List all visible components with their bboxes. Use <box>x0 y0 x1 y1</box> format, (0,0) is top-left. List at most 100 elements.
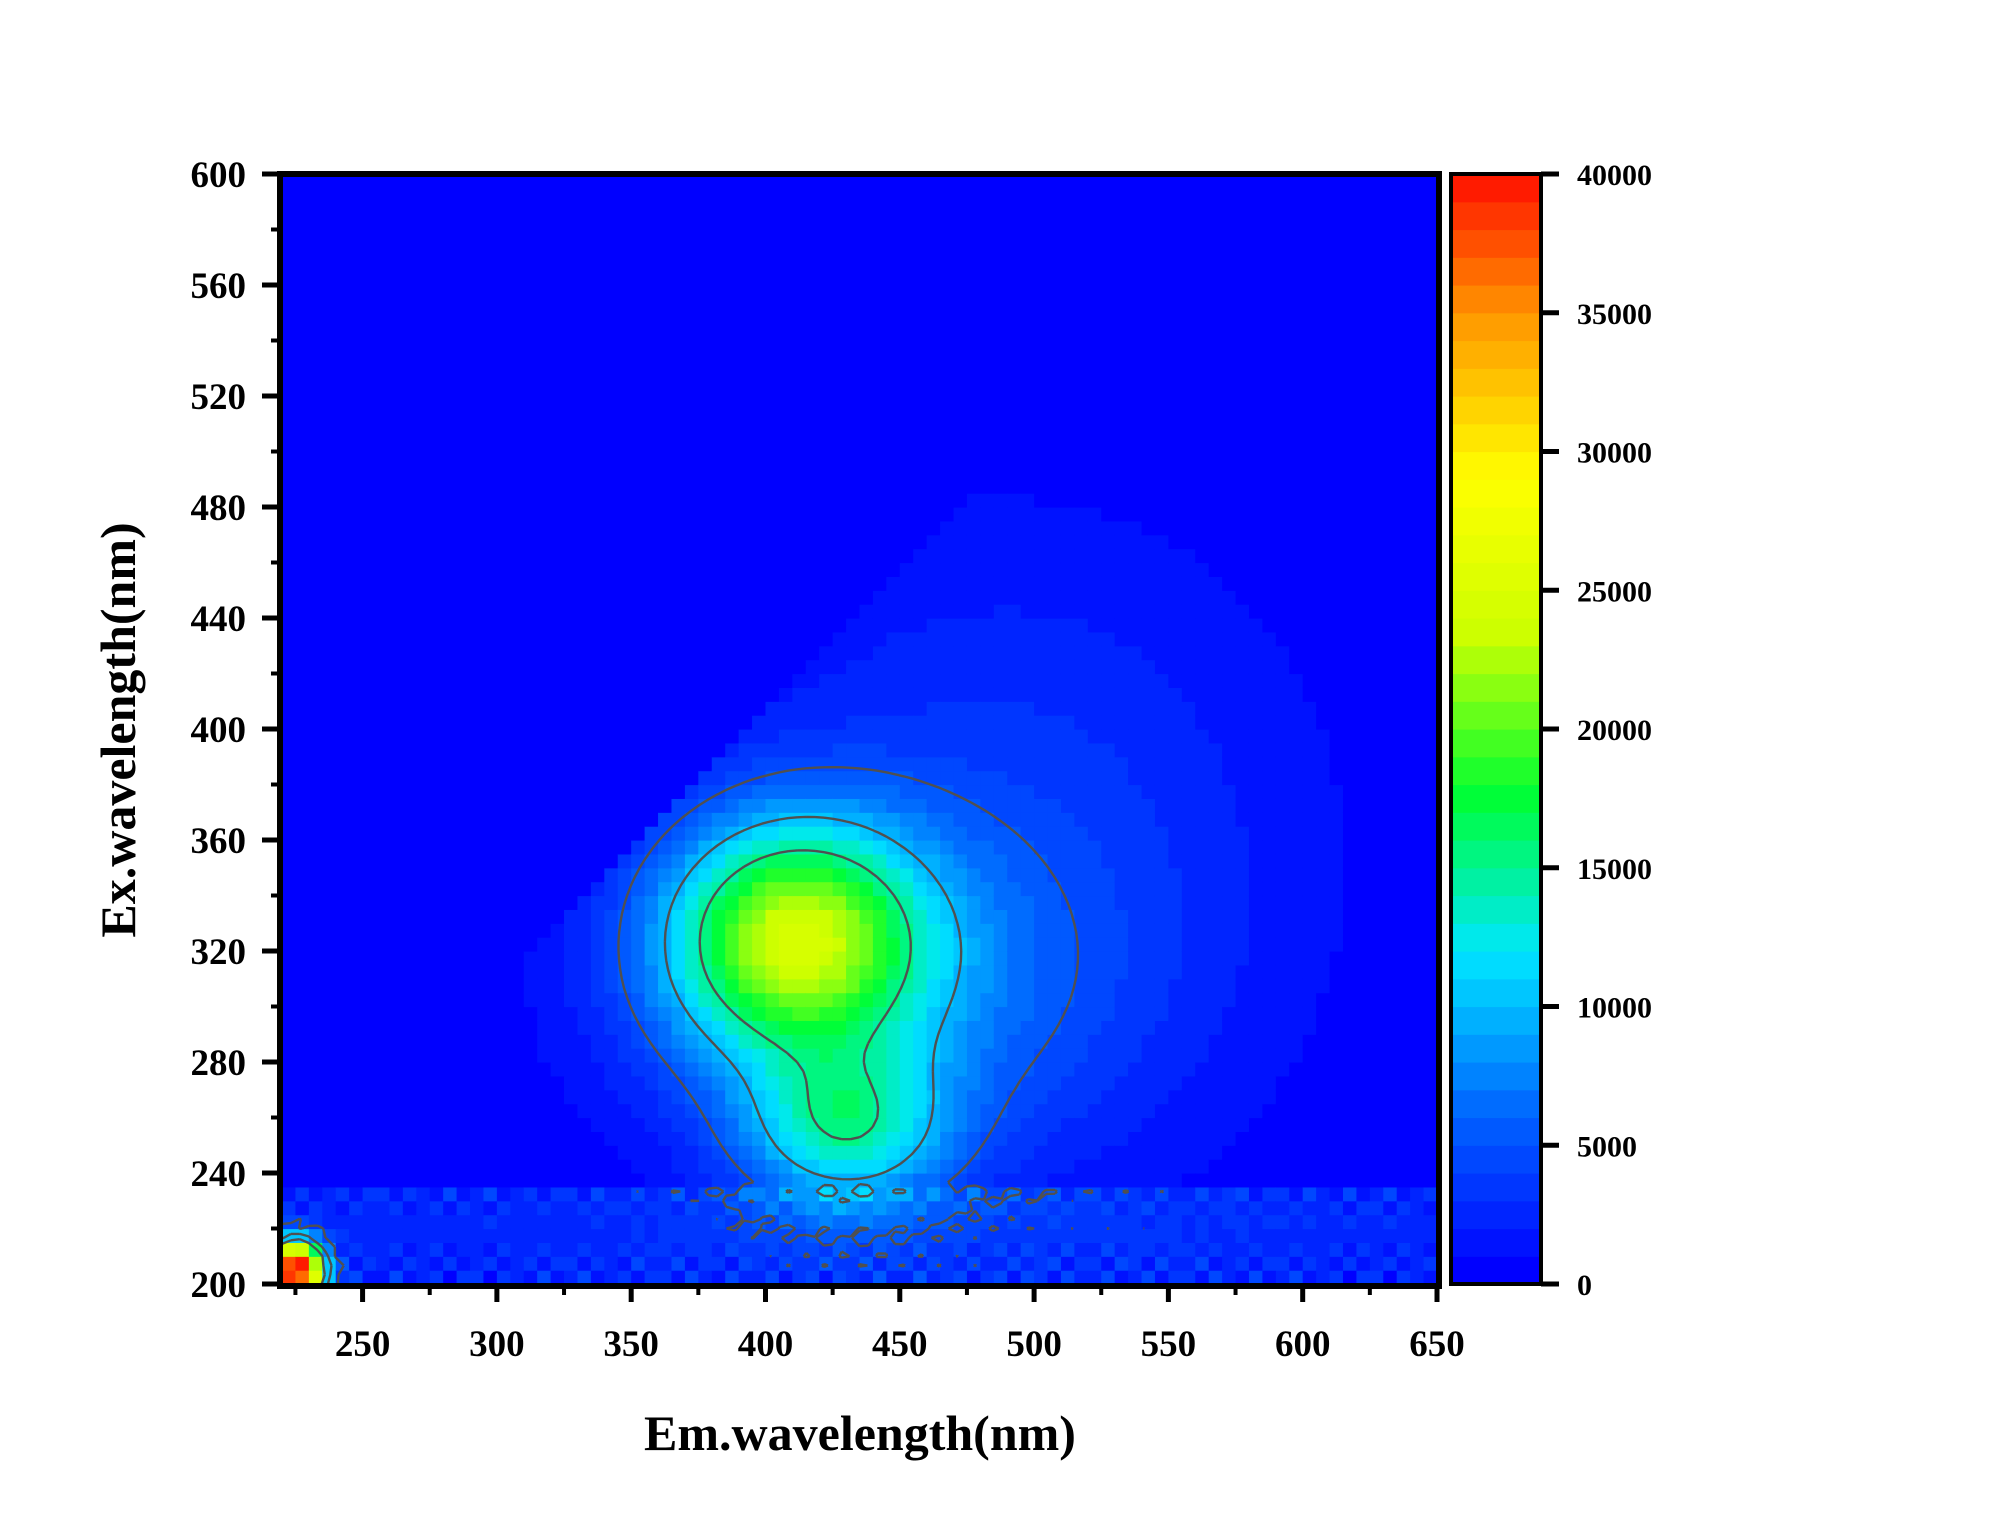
heatmap-cell <box>738 590 753 605</box>
heatmap-cell <box>402 951 417 966</box>
heatmap-cell <box>496 812 511 827</box>
heatmap-cell <box>859 1006 874 1021</box>
heatmap-cell <box>966 451 981 466</box>
heatmap-cell <box>577 298 592 314</box>
heatmap-cell <box>671 1117 686 1132</box>
heatmap-cell <box>590 1089 605 1105</box>
heatmap-cell <box>913 1020 928 1035</box>
heatmap-cell <box>322 1131 337 1146</box>
heatmap-cell <box>550 326 565 342</box>
heatmap-cell <box>953 798 968 813</box>
heatmap-cell <box>537 964 552 980</box>
heatmap-cell <box>940 312 955 328</box>
heatmap-cell <box>658 271 673 286</box>
heatmap-cell <box>362 729 377 744</box>
heatmap-cell <box>993 271 1008 286</box>
heatmap-cell <box>362 1242 377 1257</box>
heatmap-cell <box>966 1075 981 1091</box>
heatmap-cell <box>1074 1214 1089 1230</box>
heatmap-cell <box>765 1020 780 1035</box>
heatmap-cell <box>402 1145 417 1160</box>
heatmap-cell <box>470 548 485 564</box>
heatmap-cell <box>698 659 713 675</box>
heatmap-cell <box>590 951 605 966</box>
heatmap-cell <box>389 1075 404 1091</box>
heatmap-cell <box>1020 590 1035 605</box>
heatmap-cell <box>362 715 377 730</box>
heatmap-cell <box>496 534 511 550</box>
heatmap-cell <box>1087 1020 1102 1035</box>
heatmap-cell <box>362 1131 377 1146</box>
heatmap-cell <box>496 909 511 924</box>
heatmap-cell <box>376 1214 391 1230</box>
heatmap-cell <box>711 853 726 869</box>
heatmap-cell <box>443 562 458 577</box>
heatmap-cell <box>308 1117 323 1132</box>
heatmap-cell <box>322 437 337 453</box>
heatmap-cell <box>631 756 646 772</box>
heatmap-cell <box>496 382 511 397</box>
heatmap-cell <box>752 992 767 1008</box>
heatmap-cell <box>1034 1242 1049 1257</box>
heatmap-cell <box>940 1270 955 1284</box>
heatmap-cell <box>537 423 552 439</box>
heatmap-cell <box>872 1173 887 1188</box>
heatmap-cell <box>523 812 538 827</box>
heatmap-cell <box>631 826 646 841</box>
heatmap-cell <box>376 923 391 938</box>
heatmap-cell <box>872 770 887 786</box>
heatmap-cell <box>819 756 834 772</box>
heatmap-cell <box>577 1020 592 1035</box>
heatmap-cell <box>1047 1159 1062 1174</box>
heatmap-cell <box>1047 840 1062 855</box>
heatmap-cell <box>282 396 297 411</box>
heatmap-cell <box>966 715 981 730</box>
heatmap-cell <box>1034 271 1049 286</box>
heatmap-cell <box>698 340 713 355</box>
heatmap-cell <box>738 756 753 772</box>
heatmap-cell <box>617 590 632 605</box>
heatmap-cell <box>711 257 726 272</box>
heatmap-cell <box>1034 881 1049 897</box>
heatmap-cell <box>510 1006 525 1021</box>
heatmap-cell <box>564 1145 579 1160</box>
heatmap-cell <box>953 1103 968 1119</box>
heatmap-cell <box>510 1159 525 1174</box>
heatmap-cell <box>792 853 807 869</box>
heatmap-cell <box>966 1034 981 1049</box>
heatmap-cell <box>926 409 941 425</box>
heatmap-cell <box>899 1034 914 1049</box>
heatmap-cell <box>631 1131 646 1146</box>
heatmap-cell <box>335 285 350 300</box>
heatmap-cell <box>993 576 1008 591</box>
heatmap-cell <box>604 340 619 355</box>
heatmap-cell <box>1060 243 1075 258</box>
heatmap-cell <box>443 354 458 369</box>
heatmap-cell <box>993 687 1008 702</box>
heatmap-cell <box>980 354 995 369</box>
heatmap-cell <box>940 756 955 772</box>
heatmap-cell <box>765 853 780 869</box>
heatmap-cell <box>738 229 753 244</box>
heatmap-cell <box>617 701 632 716</box>
heatmap-cell <box>872 368 887 383</box>
heatmap-cell <box>684 229 699 244</box>
heatmap-cell <box>684 631 699 647</box>
heatmap-cell <box>389 548 404 564</box>
heatmap-cell <box>671 742 686 758</box>
heatmap-cell <box>752 174 767 189</box>
heatmap-cell <box>792 354 807 369</box>
heatmap-cell <box>644 396 659 411</box>
heatmap-cell <box>322 396 337 411</box>
heatmap-cell <box>738 298 753 314</box>
heatmap-cell <box>738 354 753 369</box>
heatmap-cell <box>496 423 511 439</box>
heatmap-cell <box>322 271 337 286</box>
heatmap-cell <box>564 465 579 480</box>
heatmap-cell <box>993 340 1008 355</box>
heatmap-cell <box>832 1256 847 1271</box>
heatmap-cell <box>886 1214 901 1230</box>
heatmap-cell <box>1087 756 1102 772</box>
heatmap-cell <box>349 951 364 966</box>
heatmap-cell <box>819 1006 834 1021</box>
